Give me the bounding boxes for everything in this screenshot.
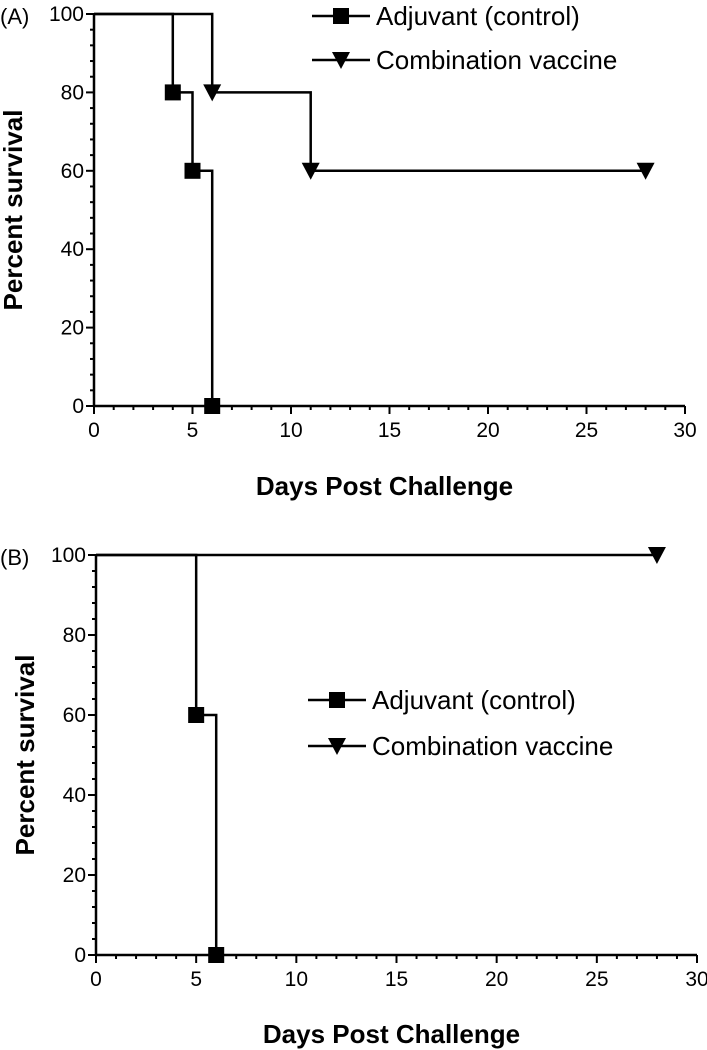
panel-label: (B) [0,545,29,570]
y-tick-label: 80 [63,624,86,647]
y-tick-label: 20 [61,317,84,340]
legend-triangle-marker [328,738,346,755]
x-tick-label: 30 [685,968,707,991]
x-tick-label: 30 [673,419,696,442]
series-adjuvant-control [94,12,221,414]
x-tick-label: 0 [90,968,102,991]
y-tick-label: 60 [61,160,84,183]
series-combination-vaccine [94,12,655,180]
x-tick-label: 15 [385,968,408,991]
y-tick-label: 80 [61,81,84,104]
y-tick-label: 20 [63,864,86,887]
y-axis-title: Percent survival [10,655,40,856]
survival-step-line [94,12,214,406]
x-tick-label: 5 [190,968,202,991]
y-tick-label: 40 [63,784,86,807]
legend-label: Combination vaccine [376,45,617,75]
x-tick-label: 10 [279,419,302,442]
triangle-data-point [301,162,320,180]
square-data-point [184,162,201,179]
x-tick-label: 5 [187,419,199,442]
triangle-data-point [203,84,222,102]
y-tick-label: 0 [72,395,84,418]
survival-step-line [94,12,646,173]
legend-label: Adjuvant (control) [372,685,576,715]
y-tick-label: 60 [63,704,86,727]
legend-label: Adjuvant (control) [376,1,580,31]
square-data-point [204,398,221,414]
x-tick-label: 20 [476,419,499,442]
triangle-data-point [647,547,666,564]
series-adjuvant-control [96,553,225,963]
x-tick-label: 0 [88,419,100,442]
legend: Adjuvant (control) Combination vaccine [308,685,613,761]
legend-label: Combination vaccine [372,731,613,761]
panel-b: 0 5 10 15 20 25 30 0 20 40 60 80 100 Days Post Challe… [0,544,707,1049]
legend: Adjuvant (control) Combination vaccine [312,1,617,75]
x-tick-label: 20 [485,968,508,991]
legend-triangle-marker [332,52,350,69]
panel-a: 0 5 10 15 20 25 30 0 20 40 60 80 100 Days Post Challe… [0,1,697,501]
square-data-point [164,84,181,101]
survival-step-line [96,553,218,955]
y-tick-label: 100 [49,3,84,26]
series-combination-vaccine [96,547,666,564]
legend-square-marker [333,8,349,24]
x-axis-title: Days Post Challenge [256,471,513,501]
y-axis-title: Percent survival [0,110,28,311]
square-data-point [188,707,205,723]
y-tick-label: 40 [61,238,84,261]
x-tick-label: 25 [585,968,608,991]
triangle-data-point [636,162,655,180]
square-data-point [208,947,225,963]
y-tick-label: 0 [74,944,86,967]
panel-label: (A) [0,4,29,29]
x-tick-label: 15 [378,419,401,442]
x-tick-label: 10 [285,968,308,991]
x-tick-label: 25 [575,419,598,442]
legend-square-marker [329,692,345,708]
y-tick-label: 100 [51,544,86,567]
x-axis-title: Days Post Challenge [263,1019,520,1049]
